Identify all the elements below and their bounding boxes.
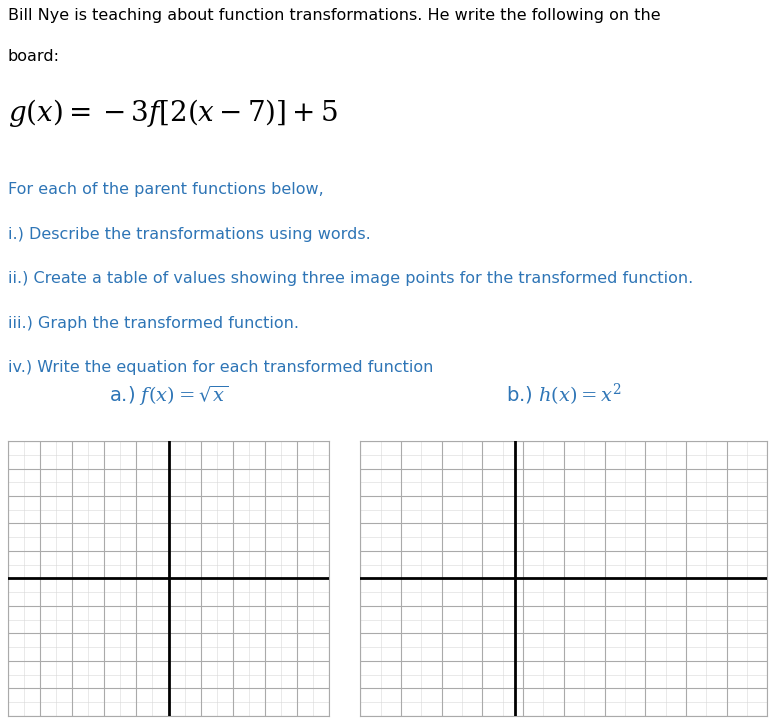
Text: For each of the parent functions below,: For each of the parent functions below, <box>8 182 323 197</box>
Text: iv.) Write the equation for each transformed function: iv.) Write the equation for each transfo… <box>8 360 433 375</box>
Text: b.) $h\left(x\right) = x^2$: b.) $h\left(x\right) = x^2$ <box>506 382 622 408</box>
Text: a.) $f\left(x\right) = \sqrt{x}$: a.) $f\left(x\right) = \sqrt{x}$ <box>109 385 229 408</box>
Text: board:: board: <box>8 48 60 64</box>
Text: i.) Describe the transformations using words.: i.) Describe the transformations using w… <box>8 227 370 241</box>
Text: Bill Nye is teaching about function transformations. He write the following on t: Bill Nye is teaching about function tran… <box>8 8 660 23</box>
Text: ii.) Create a table of values showing three image points for the transformed fun: ii.) Create a table of values showing th… <box>8 271 693 286</box>
Text: $g(x) = -3f[2(x - 7)] + 5$: $g(x) = -3f[2(x - 7)] + 5$ <box>8 97 338 129</box>
Text: iii.) Graph the transformed function.: iii.) Graph the transformed function. <box>8 316 298 331</box>
